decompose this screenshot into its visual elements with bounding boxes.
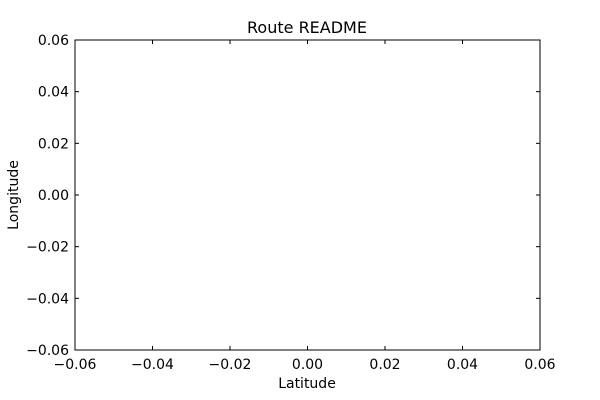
y-tick-label: 0.04	[38, 85, 69, 101]
x-tick-label: 0.06	[524, 357, 555, 373]
x-tick-label: −0.04	[131, 357, 174, 373]
x-tick-label: 0.02	[369, 357, 400, 373]
plot-frame	[74, 39, 541, 351]
chart-title: Route README	[247, 18, 367, 37]
x-tick-label: −0.06	[54, 357, 97, 373]
y-tick-label: −0.02	[26, 240, 69, 256]
y-tick-label: 0.02	[38, 136, 69, 152]
x-tick-label: 0.04	[447, 357, 478, 373]
x-tick-label: 0.00	[292, 357, 323, 373]
y-tick-label: −0.06	[26, 343, 69, 359]
y-axis-label: Longitude	[6, 160, 22, 230]
x-axis-ticks: −0.06 −0.04 −0.02 0.00 0.02 0.04 0.06	[54, 40, 556, 373]
y-tick-label: 0.06	[38, 33, 69, 49]
x-axis-label: Latitude	[278, 376, 336, 392]
y-tick-label: −0.04	[26, 291, 69, 307]
y-tick-label: 0.00	[38, 188, 69, 204]
x-tick-label: −0.02	[209, 357, 252, 373]
y-axis-ticks: −0.06 −0.04 −0.02 0.00 0.02 0.04 0.06	[26, 33, 540, 359]
